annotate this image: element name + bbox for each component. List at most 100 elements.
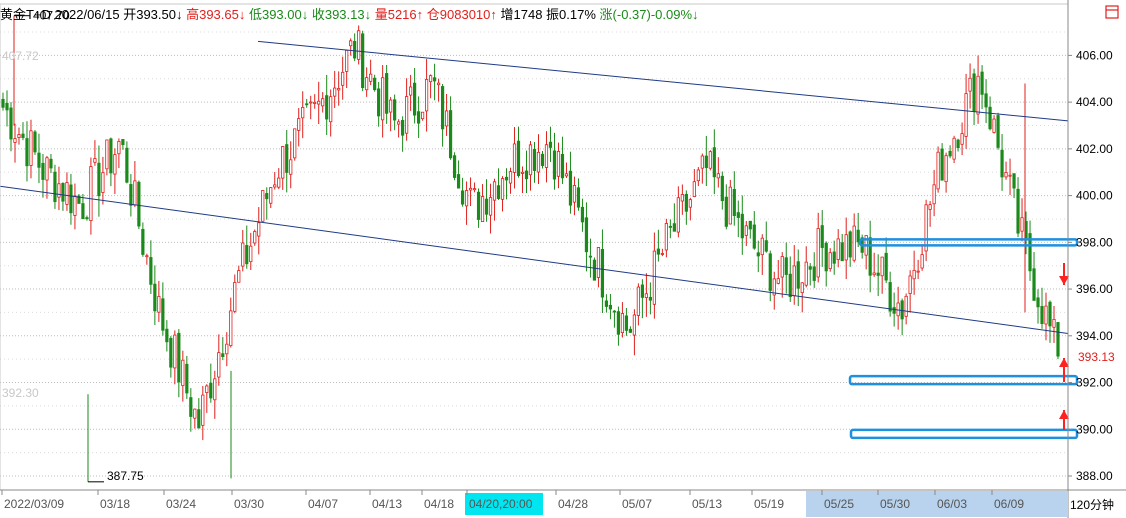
upper-trendline[interactable] xyxy=(257,40,1069,122)
candle-body[interactable] xyxy=(1044,305,1048,325)
candle-body[interactable] xyxy=(928,204,932,210)
candle-body[interactable] xyxy=(792,265,796,297)
candle-body[interactable] xyxy=(592,259,597,281)
candle-body[interactable] xyxy=(221,353,225,357)
candle-body[interactable] xyxy=(880,256,884,277)
candle-body[interactable] xyxy=(784,257,788,275)
candle-body[interactable] xyxy=(185,363,189,394)
candle-body[interactable] xyxy=(872,272,876,276)
candle-body[interactable] xyxy=(77,195,81,204)
candle-body[interactable] xyxy=(764,240,768,252)
candle-body[interactable] xyxy=(692,181,696,197)
candle-body[interactable] xyxy=(672,223,676,232)
candle-body[interactable] xyxy=(644,293,648,298)
candle-body[interactable] xyxy=(500,178,505,200)
candle-body[interactable] xyxy=(720,175,724,202)
candle-body[interactable] xyxy=(836,238,840,261)
candle-body[interactable] xyxy=(556,150,561,177)
candle-body[interactable] xyxy=(1020,217,1024,232)
candle-body[interactable] xyxy=(17,134,21,138)
candle-body[interactable] xyxy=(936,151,940,190)
candle-body[interactable] xyxy=(45,157,49,181)
candle-body[interactable] xyxy=(385,73,389,114)
candle-body[interactable] xyxy=(680,194,684,202)
candle-body[interactable] xyxy=(532,148,537,171)
candle-body[interactable] xyxy=(73,195,77,216)
candle-body[interactable] xyxy=(988,106,992,130)
candle-body[interactable] xyxy=(53,171,57,203)
support-zones[interactable] xyxy=(848,238,1079,440)
candle-body[interactable] xyxy=(640,284,644,298)
candle-body[interactable] xyxy=(536,151,541,173)
candle-body[interactable] xyxy=(528,144,533,176)
candle-body[interactable] xyxy=(29,130,33,166)
candle-body[interactable] xyxy=(940,148,944,181)
candle-body[interactable] xyxy=(668,225,672,228)
candle-body[interactable] xyxy=(716,173,720,179)
candle-body[interactable] xyxy=(752,224,756,249)
candle-body[interactable] xyxy=(876,272,880,276)
candle-body[interactable] xyxy=(584,217,589,253)
candle-body[interactable] xyxy=(401,119,405,136)
candle-body[interactable] xyxy=(1016,188,1020,234)
candle-body[interactable] xyxy=(480,196,485,223)
candle-body[interactable] xyxy=(273,184,277,188)
candle-body[interactable] xyxy=(409,86,413,96)
candle-body[interactable] xyxy=(37,152,41,168)
candle-body[interactable] xyxy=(193,408,197,419)
candle-body[interactable] xyxy=(976,75,980,115)
candle-body[interactable] xyxy=(81,203,85,220)
candle-body[interactable] xyxy=(105,139,109,170)
candle-body[interactable] xyxy=(93,158,97,163)
candle-body[interactable] xyxy=(576,187,581,208)
candle-body[interactable] xyxy=(149,257,153,285)
candle-body[interactable] xyxy=(612,310,617,313)
candle-body[interactable] xyxy=(405,96,409,134)
candle-body[interactable] xyxy=(688,199,692,208)
candle-body[interactable] xyxy=(325,95,329,120)
candle-body[interactable] xyxy=(464,190,469,207)
candle-body[interactable] xyxy=(41,162,45,180)
candle-body[interactable] xyxy=(313,101,317,104)
candle-body[interactable] xyxy=(257,222,261,237)
candle-body[interactable] xyxy=(289,159,293,175)
candle-body[interactable] xyxy=(964,93,968,137)
candle-body[interactable] xyxy=(916,270,920,273)
candle-body[interactable] xyxy=(856,229,860,243)
candle-body[interactable] xyxy=(476,191,481,220)
zone-390[interactable] xyxy=(849,428,1079,440)
candle-body[interactable] xyxy=(604,300,609,307)
candle-body[interactable] xyxy=(700,155,704,169)
candle-body[interactable] xyxy=(173,334,177,369)
candle-body[interactable] xyxy=(956,139,960,148)
candle-body[interactable] xyxy=(552,150,557,180)
candle-body[interactable] xyxy=(508,171,513,184)
candle-body[interactable] xyxy=(676,197,680,233)
candle-body[interactable] xyxy=(225,343,229,355)
candle-body[interactable] xyxy=(428,75,433,83)
candle-body[interactable] xyxy=(696,169,700,182)
candle-body[interactable] xyxy=(33,131,37,153)
candle-body[interactable] xyxy=(868,237,872,276)
candle-body[interactable] xyxy=(25,138,29,167)
zone-392[interactable] xyxy=(848,374,1079,386)
candle-body[interactable] xyxy=(361,33,365,89)
candle-body[interactable] xyxy=(948,150,952,157)
candle-body[interactable] xyxy=(896,302,900,317)
trendlines[interactable] xyxy=(0,40,1069,334)
candle-body[interactable] xyxy=(984,93,988,108)
candle-body[interactable] xyxy=(1040,306,1044,324)
candle-body[interactable] xyxy=(600,249,605,298)
candle-body[interactable] xyxy=(740,213,744,239)
candle-body[interactable] xyxy=(265,193,269,200)
candle-body[interactable] xyxy=(101,172,105,193)
candle-body[interactable] xyxy=(712,147,716,178)
candle-body[interactable] xyxy=(776,278,780,284)
candle-body[interactable] xyxy=(277,177,281,188)
candle-body[interactable] xyxy=(317,100,321,105)
candle-body[interactable] xyxy=(844,234,848,261)
candle-body[interactable] xyxy=(121,139,125,146)
candle-body[interactable] xyxy=(796,261,800,289)
candle-body[interactable] xyxy=(516,140,521,177)
candle-body[interactable] xyxy=(117,141,121,155)
